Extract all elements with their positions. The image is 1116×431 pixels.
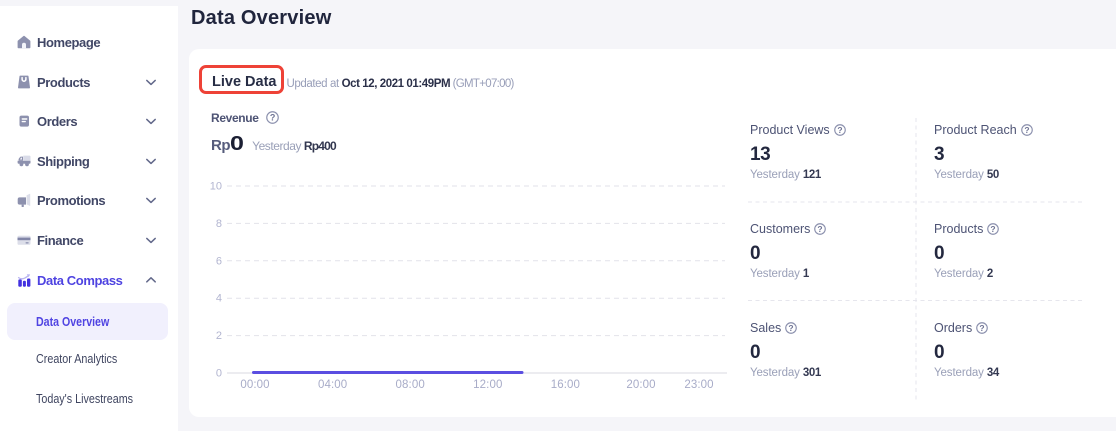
svg-text:0: 0 bbox=[216, 368, 222, 380]
svg-text:12:00: 12:00 bbox=[473, 379, 502, 391]
svg-text:?: ? bbox=[991, 224, 996, 234]
svg-text:10: 10 bbox=[210, 181, 222, 193]
svg-text:6: 6 bbox=[216, 255, 222, 267]
svg-text:23:00: 23:00 bbox=[684, 379, 713, 391]
svg-text:?: ? bbox=[270, 113, 275, 123]
svg-text:?: ? bbox=[980, 323, 985, 333]
svg-text:?: ? bbox=[789, 323, 794, 333]
svg-text:2: 2 bbox=[216, 330, 222, 342]
svg-text:?: ? bbox=[818, 224, 823, 234]
svg-text:?: ? bbox=[1024, 125, 1029, 135]
svg-text:04:00: 04:00 bbox=[318, 379, 347, 391]
svg-text:16:00: 16:00 bbox=[551, 379, 580, 391]
svg-text:08:00: 08:00 bbox=[396, 379, 425, 391]
svg-text:20:00: 20:00 bbox=[626, 379, 655, 391]
svg-text:00:00: 00:00 bbox=[240, 379, 269, 391]
svg-text:?: ? bbox=[837, 125, 842, 135]
svg-text:8: 8 bbox=[216, 218, 222, 230]
svg-text:4: 4 bbox=[216, 293, 222, 305]
